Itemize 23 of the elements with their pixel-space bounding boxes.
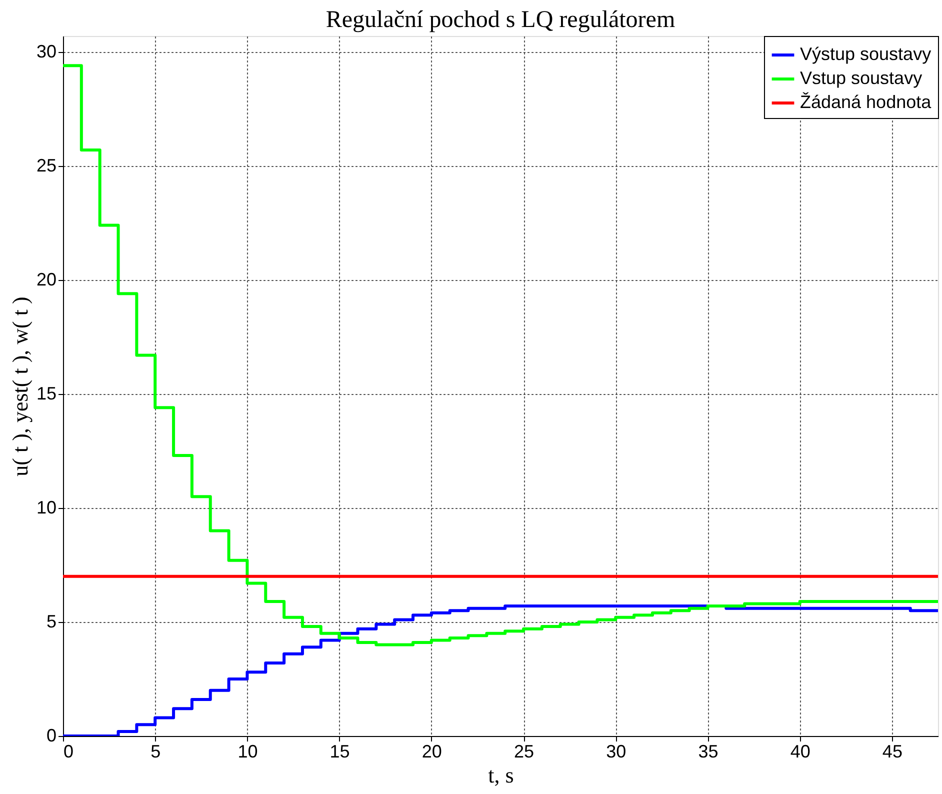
x-tick-label: 15 — [330, 742, 350, 762]
x-tick-label: 35 — [698, 742, 718, 762]
x-tick-label: 25 — [514, 742, 534, 762]
x-tick-label: 10 — [238, 742, 258, 762]
y-tick-label: 20 — [36, 269, 56, 290]
y-tick-label: 5 — [46, 611, 56, 632]
y-axis-title: u( t ), yest( t ), w( t ) — [7, 296, 32, 476]
x-tick-label: 40 — [790, 742, 810, 762]
legend-label: Žádaná hodnota — [800, 92, 932, 112]
y-tick-label: 30 — [36, 41, 56, 62]
y-tick-label: 25 — [36, 155, 56, 176]
y-tick-label: 15 — [36, 383, 56, 404]
x-tick-label: 45 — [882, 742, 902, 762]
legend-label: Vstup soustavy — [800, 68, 922, 88]
x-tick-label: 5 — [150, 742, 161, 762]
x-tick-label: 20 — [422, 742, 442, 762]
chart-title: Regulační pochod s LQ regulátorem — [326, 7, 676, 33]
x-tick-label: 30 — [606, 742, 626, 762]
y-tick-label: 10 — [36, 497, 56, 518]
x-tick-label: 0 — [64, 742, 74, 762]
y-tick-label: 0 — [46, 726, 56, 746]
x-axis-title: t, s — [488, 762, 514, 788]
legend-label: Výstup soustavy — [800, 44, 932, 64]
